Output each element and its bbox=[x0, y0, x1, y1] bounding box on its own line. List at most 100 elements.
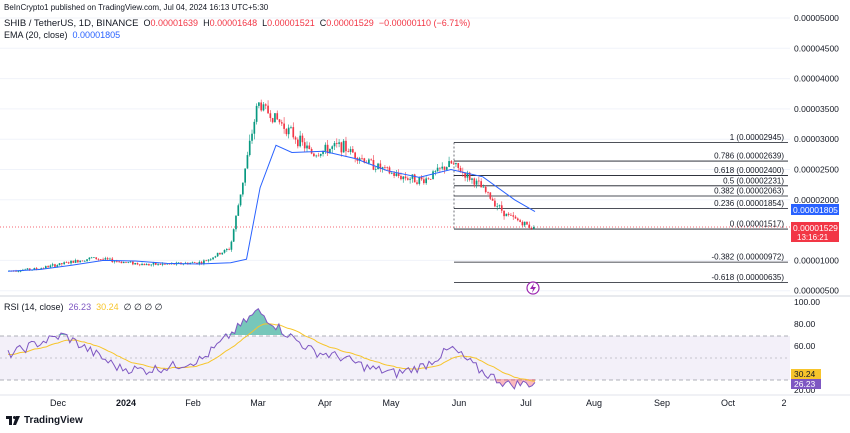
candle-body bbox=[161, 263, 164, 265]
candle-body bbox=[404, 176, 407, 179]
fibonacci-retracement[interactable]: 1 (0.00002945) 0.786 (0.00002639) 0.618 (0… bbox=[453, 133, 788, 283]
candle-body bbox=[528, 224, 531, 228]
candle-body bbox=[406, 178, 409, 180]
candle-body bbox=[471, 178, 473, 180]
candle-body bbox=[93, 257, 95, 259]
candle-body bbox=[317, 155, 320, 157]
candle-body bbox=[132, 261, 134, 265]
candle-body bbox=[491, 198, 494, 201]
candle-body bbox=[251, 133, 253, 141]
rsi-oversold-fill bbox=[8, 379, 535, 389]
candle-body bbox=[193, 262, 196, 264]
tradingview-watermark[interactable]: TradingView bbox=[6, 415, 83, 426]
candle-body bbox=[205, 260, 208, 262]
candle-body bbox=[129, 261, 132, 263]
candle-body bbox=[521, 221, 524, 226]
fib-level-label: 0.236 (0.00001854) bbox=[714, 199, 784, 208]
candle-body bbox=[232, 229, 235, 242]
price-tick-label: 0.00003500 bbox=[794, 104, 839, 114]
candle-body bbox=[530, 227, 533, 229]
candle-body bbox=[315, 155, 318, 157]
candle-body bbox=[225, 249, 228, 251]
rsi-axis[interactable]: 100.00 80.00 60.00 20.00 bbox=[794, 297, 820, 395]
candle-body bbox=[450, 161, 453, 164]
candle-body bbox=[292, 127, 295, 138]
candle-body bbox=[377, 163, 379, 170]
candle-body bbox=[425, 178, 428, 184]
rsi-tick-label: 20.00 bbox=[794, 385, 816, 395]
time-tick-label: Jul bbox=[520, 398, 532, 408]
rsi-ma-line[interactable] bbox=[7, 323, 536, 382]
candle-body bbox=[478, 180, 480, 182]
svg-text:26.23: 26.23 bbox=[794, 379, 816, 389]
candle-body bbox=[276, 113, 279, 120]
time-tick-label: Aug bbox=[586, 398, 602, 408]
candle-body bbox=[72, 260, 75, 263]
candle-body bbox=[49, 265, 52, 268]
candle-body bbox=[523, 221, 526, 226]
candle-body bbox=[427, 178, 430, 180]
rsi-tick-label: 100.00 bbox=[794, 297, 820, 307]
candle-body bbox=[308, 145, 311, 149]
candle-body bbox=[242, 182, 244, 195]
price-tick-label: 0.00001000 bbox=[794, 255, 839, 265]
candle-body bbox=[351, 149, 354, 153]
candle-body bbox=[214, 256, 217, 258]
time-tick-label: 2024 bbox=[116, 398, 136, 408]
candle-body bbox=[67, 262, 70, 264]
time-axis[interactable]: Dec 2024 Feb Mar Apr May Jun Jul Aug Sep Oct 2 bbox=[50, 398, 787, 408]
candle-body bbox=[260, 102, 263, 111]
candle-body bbox=[104, 258, 107, 260]
candle-body bbox=[489, 192, 492, 199]
fib-level-label: -0.618 (0.00000635) bbox=[712, 273, 785, 282]
rsi-overbought-fill bbox=[8, 308, 535, 335]
price-axis[interactable]: 0.00005000 0.00004500 0.00004000 0.00003500… bbox=[794, 13, 839, 296]
candle-body bbox=[466, 172, 469, 178]
candle-body bbox=[278, 119, 281, 123]
ema-legend[interactable]: EMA (20, close) 0.00001805 bbox=[4, 30, 120, 40]
candle-body bbox=[347, 151, 350, 152]
candle-body bbox=[125, 261, 127, 263]
symbol-name[interactable]: SHIB / TetherUS, 1D, BINANCE bbox=[4, 18, 139, 29]
rsi-legend[interactable]: RSI (14, close) 26.23 30.24 ∅ ∅ ∅ ∅ bbox=[4, 302, 163, 313]
candle-body bbox=[271, 118, 274, 123]
candle-body bbox=[494, 200, 496, 207]
candle-body bbox=[340, 142, 343, 153]
candle-body bbox=[475, 180, 478, 185]
ema-line[interactable] bbox=[7, 144, 536, 272]
candle-body bbox=[400, 176, 402, 180]
candle-body bbox=[402, 176, 405, 180]
candle-body bbox=[335, 143, 338, 144]
rsi-value: 26.23 bbox=[68, 302, 92, 312]
candle-body bbox=[361, 158, 363, 159]
candle-body bbox=[301, 135, 304, 143]
time-tick-label: 2 bbox=[781, 398, 786, 408]
time-tick-label: Dec bbox=[50, 398, 67, 408]
candle-body bbox=[496, 206, 499, 207]
candle-body bbox=[441, 166, 444, 169]
candle-body bbox=[253, 121, 256, 134]
candle-body bbox=[136, 263, 139, 265]
time-tick-label: May bbox=[382, 398, 400, 408]
price-tick-label: 0.00002500 bbox=[794, 165, 839, 175]
candle-body bbox=[209, 259, 212, 261]
candle-body bbox=[533, 227, 535, 229]
candle-body bbox=[455, 163, 457, 165]
candle-body bbox=[313, 153, 315, 157]
candle-body bbox=[468, 172, 471, 180]
candle-body bbox=[372, 159, 375, 170]
rsi-line[interactable] bbox=[7, 307, 536, 390]
candle-body bbox=[255, 105, 258, 122]
candle-body bbox=[168, 263, 171, 265]
candle-body bbox=[393, 172, 395, 176]
candle-body bbox=[290, 127, 292, 128]
candle-body bbox=[443, 166, 446, 170]
candle-body bbox=[216, 252, 219, 257]
rsi-label: RSI (14, close) bbox=[4, 302, 64, 312]
fib-level-label: 1 (0.00002945) bbox=[730, 133, 785, 142]
rsi-tick-label: 60.00 bbox=[794, 341, 816, 351]
lightning-icon[interactable] bbox=[526, 281, 540, 295]
candle-body bbox=[480, 181, 482, 188]
candle-body bbox=[166, 263, 169, 265]
